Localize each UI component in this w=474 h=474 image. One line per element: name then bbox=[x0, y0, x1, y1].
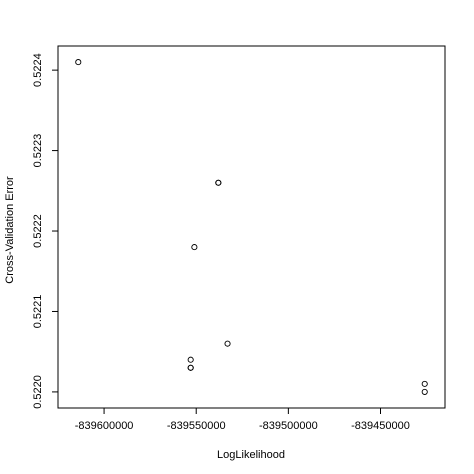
data-point bbox=[215, 179, 222, 186]
x-tick-label: -839500000 bbox=[259, 420, 318, 432]
x-axis: -839600000 -839550000 -839500000 -839450000 bbox=[75, 408, 410, 432]
data-point bbox=[75, 59, 82, 66]
y-axis: 0.5220 0.5221 0.5222 0.5223 0.5224 bbox=[32, 53, 58, 409]
x-tick-label: -839450000 bbox=[351, 420, 410, 432]
data-point bbox=[421, 380, 428, 387]
data-point bbox=[187, 364, 194, 371]
x-tick-label: -839550000 bbox=[167, 420, 226, 432]
data-points bbox=[75, 59, 428, 395]
y-tick-label: 0.5224 bbox=[32, 53, 44, 87]
x-tick-label: -839600000 bbox=[75, 420, 134, 432]
data-point bbox=[191, 244, 198, 251]
x-axis-title: LogLikelihood bbox=[217, 449, 285, 461]
y-axis-title: Cross-Validation Error bbox=[4, 176, 16, 284]
data-point bbox=[421, 388, 428, 395]
data-point bbox=[187, 356, 194, 363]
y-tick-label: 0.5221 bbox=[32, 295, 44, 329]
plot-frame bbox=[57, 45, 446, 409]
y-tick-label: 0.5223 bbox=[32, 134, 44, 168]
y-tick-label: 0.5220 bbox=[32, 375, 44, 409]
data-point bbox=[224, 340, 231, 347]
y-tick-label: 0.5222 bbox=[32, 214, 44, 248]
